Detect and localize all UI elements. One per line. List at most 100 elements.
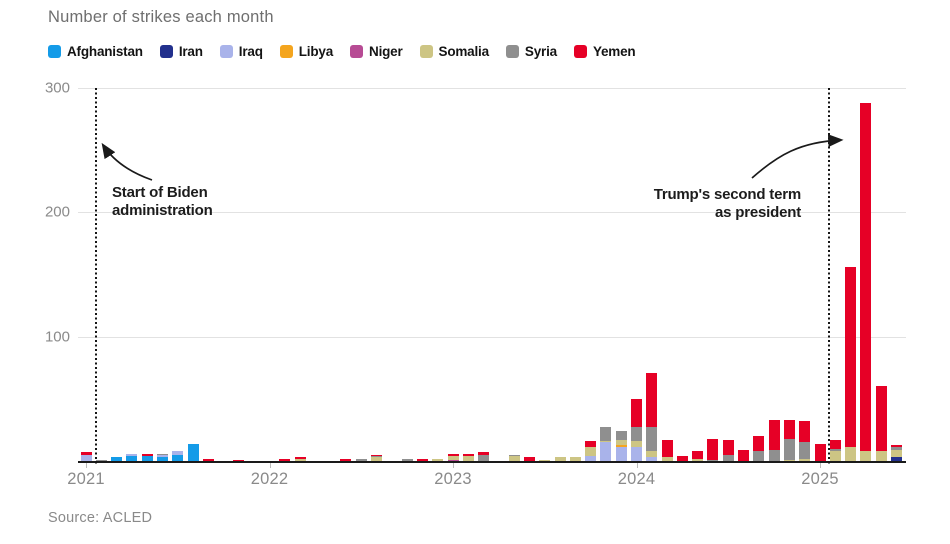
x-tick-label-2022: 2022: [250, 470, 289, 488]
x-tick-label-2024: 2024: [617, 470, 656, 488]
bar-2024-05-yemen: [692, 451, 704, 459]
bar-2024-02-iraq: [646, 457, 658, 461]
bar-2023-08-somalia: [554, 457, 566, 461]
bar-2023-05-syria: [508, 454, 520, 457]
bar-2024-11-somalia: [783, 459, 795, 461]
legend-item-afghanistan: Afghanistan: [48, 44, 143, 59]
somalia-swatch-icon: [419, 45, 433, 58]
bar-2024-11-syria: [783, 438, 795, 460]
bar-2024-06-syria: [707, 459, 719, 461]
bar-2025-04-yemen: [860, 102, 872, 452]
niger-swatch-icon: [350, 45, 364, 58]
bar-2024-01-yemen: [631, 398, 642, 428]
bar-2021-05-afghanistan: [141, 456, 153, 461]
bar-2024-08-yemen: [738, 449, 750, 461]
bar-2024-11-yemen: [783, 419, 795, 439]
bar-2024-01-syria: [631, 427, 642, 442]
bar-2023-01-niger: [447, 459, 459, 461]
legend-item-somalia: Somalia: [419, 44, 490, 59]
bar-2021-07-iraq: [172, 451, 184, 455]
bar-2024-04-yemen: [676, 456, 688, 461]
annotation-biden-line1: Start of Biden: [112, 184, 208, 201]
bar-2021-06-syria: [156, 453, 168, 455]
source-note: Source: ACLED: [48, 510, 153, 526]
bar-2022-07-syria: [355, 458, 367, 461]
legend-label: Iraq: [238, 44, 263, 59]
bar-2022-06-yemen: [340, 458, 352, 461]
x-tick-2023: [453, 463, 454, 468]
legend-label: Somalia: [438, 44, 490, 59]
bar-2025-02-yemen: [829, 439, 841, 449]
legend-label: Syria: [524, 44, 557, 59]
bar-2023-02-somalia: [462, 456, 474, 461]
bar-2024-12-yemen: [799, 421, 811, 443]
bar-2023-10-somalia: [585, 447, 597, 457]
iran-swatch-icon: [159, 45, 173, 58]
bar-2024-12-syria: [799, 442, 811, 459]
bar-2024-10-yemen: [768, 419, 780, 450]
x-tick-label-2023: 2023: [434, 470, 472, 488]
bar-2025-03-somalia: [845, 447, 857, 461]
bar-2021-04-iraq: [126, 453, 138, 457]
bar-2022-12-somalia: [432, 458, 444, 461]
biden-arrow-icon: [101, 142, 153, 181]
bar-2022-10-syria: [401, 458, 413, 461]
bar-2024-06-yemen: [707, 438, 719, 460]
legend-item-iraq: Iraq: [219, 44, 263, 59]
bar-2024-12-somalia: [799, 458, 811, 461]
bar-2023-05-somalia: [508, 456, 520, 461]
bar-2024-01-somalia: [631, 441, 642, 448]
bar-2024-02-somalia: [646, 451, 658, 458]
bar-2023-07-somalia: [539, 459, 551, 461]
bar-2023-01-somalia: [447, 456, 459, 460]
bar-2025-06-syria: [890, 447, 902, 450]
bar-2021-03-afghanistan: [111, 457, 123, 461]
annotation-biden: Start of Biden administration: [112, 184, 213, 219]
legend: Afghanistan Iran Iraq Libya Niger Somalia Syri…: [48, 44, 636, 59]
afghanistan-swatch-icon: [48, 45, 61, 58]
bar-2023-10-yemen: [585, 441, 597, 448]
event-line-biden: [95, 88, 97, 464]
bar-2022-08-somalia: [371, 457, 383, 461]
bar-2025-06-iran: [890, 457, 902, 461]
bar-2025-02-somalia: [829, 451, 841, 461]
bar-2022-08-syria: [371, 456, 383, 458]
x-tick-label-2021: 2021: [67, 470, 105, 488]
bar-2021-05-yemen: [141, 453, 153, 457]
bar-2024-01-iraq: [631, 447, 642, 461]
bar-2025-05-somalia: [875, 451, 887, 461]
bar-2023-03-syria: [478, 454, 490, 461]
gridline-100: [78, 336, 906, 338]
bar-2023-12-syria: [615, 431, 627, 440]
bar-2022-03-somalia: [294, 458, 306, 461]
y-tick-label-200: 200: [44, 203, 70, 221]
legend-label: Niger: [369, 44, 403, 59]
bar-2025-02-syria: [829, 448, 841, 452]
legend-item-iran: Iran: [159, 44, 203, 59]
event-line-trump: [828, 88, 830, 464]
bar-2024-10-syria: [768, 449, 780, 461]
y-tick-label-300: 300: [44, 79, 70, 97]
bar-2023-11-somalia: [600, 441, 612, 443]
bar-2024-03-yemen: [661, 439, 673, 458]
bar-2021-08-afghanistan: [187, 443, 199, 461]
bar-2023-11-syria: [600, 427, 612, 442]
bar-2021-06-afghanistan: [156, 457, 168, 461]
annotation-trump-line1: Trump's second term: [653, 186, 802, 203]
bar-2023-06-yemen: [523, 457, 535, 461]
syria-swatch-icon: [505, 45, 519, 58]
legend-item-libya: Libya: [279, 44, 333, 59]
yemen-swatch-icon: [573, 45, 587, 58]
bar-2024-09-yemen: [753, 436, 765, 452]
bar-2023-02-yemen: [462, 453, 474, 457]
bar-2025-05-yemen: [875, 386, 887, 452]
bar-2023-12-iraq: [615, 447, 627, 461]
x-tick-label-2025: 2025: [801, 470, 839, 488]
bar-2024-09-syria: [753, 451, 765, 461]
bar-2024-07-syria: [722, 454, 734, 461]
chart-title: Number of strikes each month: [48, 8, 274, 26]
bar-2023-12-libya: [615, 444, 627, 448]
x-tick-2021: [86, 463, 87, 468]
bar-2024-02-syria: [646, 427, 658, 452]
